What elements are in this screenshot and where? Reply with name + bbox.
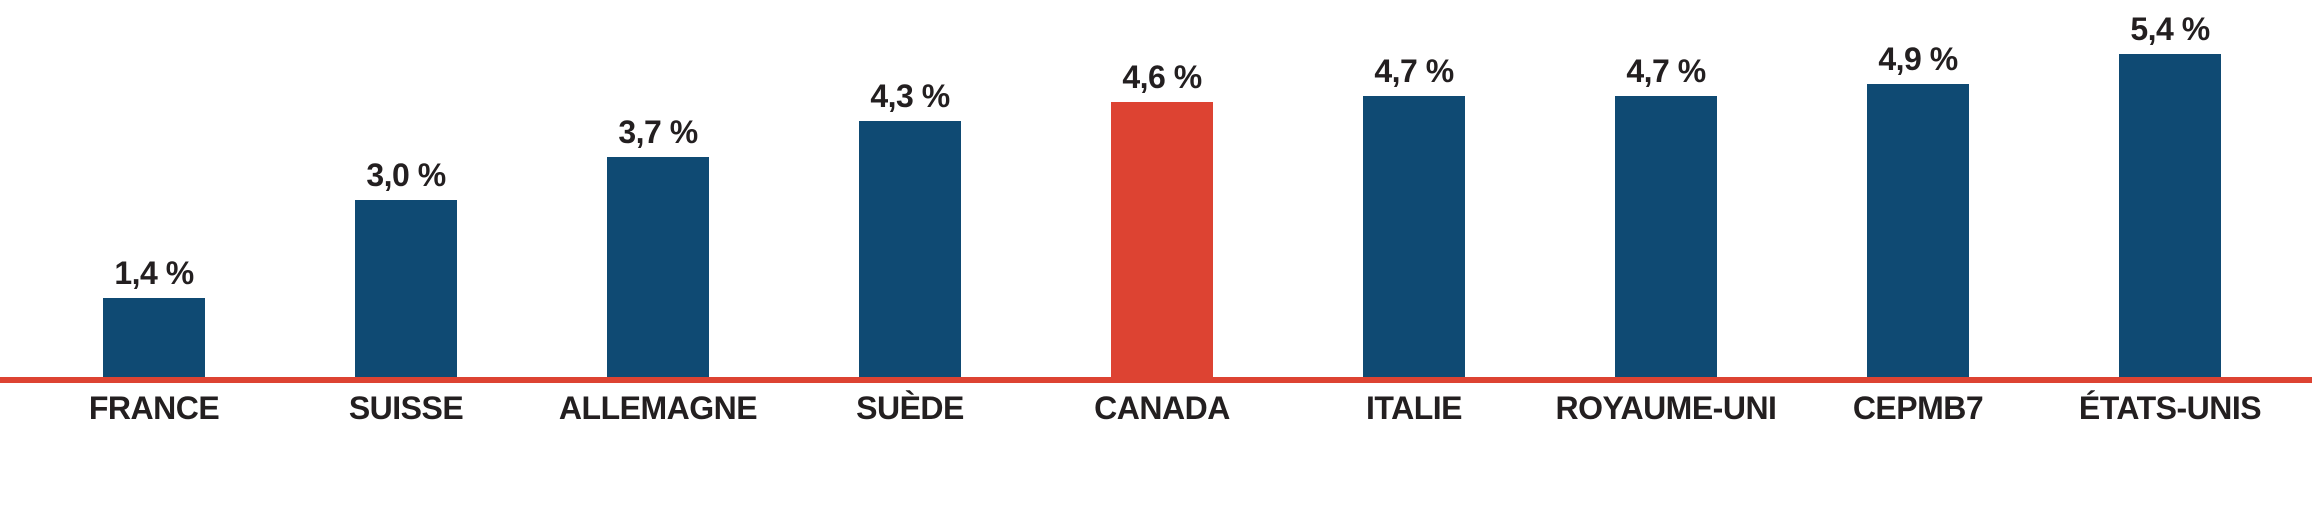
- bar-category-label: SUISSE: [348, 390, 464, 426]
- bar-value-label: 4,7 %: [1374, 53, 1454, 90]
- bar-value-label: 4,9 %: [1878, 41, 1958, 78]
- bar-category-label: ITALIE: [1366, 390, 1462, 426]
- bar: [2119, 53, 2221, 383]
- bar-group: 5,4 % ÉTATS-UNIS: [2079, 0, 2262, 518]
- bar: [1615, 96, 1717, 383]
- bar-value-label: 1,4 %: [114, 254, 194, 291]
- bar-group: 4,7 % ROYAUME-UNI: [1556, 0, 1777, 518]
- bar-value-label: 4,3 %: [870, 77, 950, 114]
- bar-category-label: FRANCE: [88, 390, 220, 426]
- bar-group: 4,9 % CEPMB7: [1853, 0, 1984, 518]
- bar-group: 3,0 % SUISSE: [349, 0, 464, 518]
- bar-value-label: 3,0 %: [366, 157, 446, 193]
- bar-value-label: 4,6 %: [1122, 59, 1202, 96]
- bar: [859, 120, 961, 383]
- bar-category-label: ROYAUME-UNI: [1555, 390, 1777, 426]
- bar-category-label: ALLEMAGNE: [558, 390, 758, 426]
- bar: [355, 200, 457, 383]
- bar-group: 4,6 % CANADA: [1094, 0, 1230, 518]
- bar-value-label: 3,7 %: [618, 114, 698, 151]
- bar-category-label: ÉTATS-UNIS: [2078, 390, 2262, 426]
- bar-category-label: SUÈDE: [856, 390, 964, 426]
- bar: [103, 297, 205, 383]
- bar-group: 1,4 % FRANCE: [89, 0, 220, 518]
- bar-group: 3,7 % ALLEMAGNE: [559, 0, 758, 518]
- bar-group: 4,7 % ITALIE: [1363, 0, 1465, 518]
- bar-value-label: 4,7 %: [1626, 53, 1706, 90]
- bar-highlighted: [1111, 102, 1213, 383]
- bar-group: 4,3 % SUÈDE: [856, 0, 964, 518]
- bar-category-label: CEPMB7: [1852, 390, 1984, 426]
- bar-category-label: CANADA: [1094, 390, 1230, 426]
- x-axis-baseline: [0, 377, 2312, 383]
- bar-value-label: 5,4 %: [2130, 10, 2210, 47]
- bar: [607, 157, 709, 383]
- bar: [1363, 96, 1465, 383]
- bar: [1867, 84, 1969, 383]
